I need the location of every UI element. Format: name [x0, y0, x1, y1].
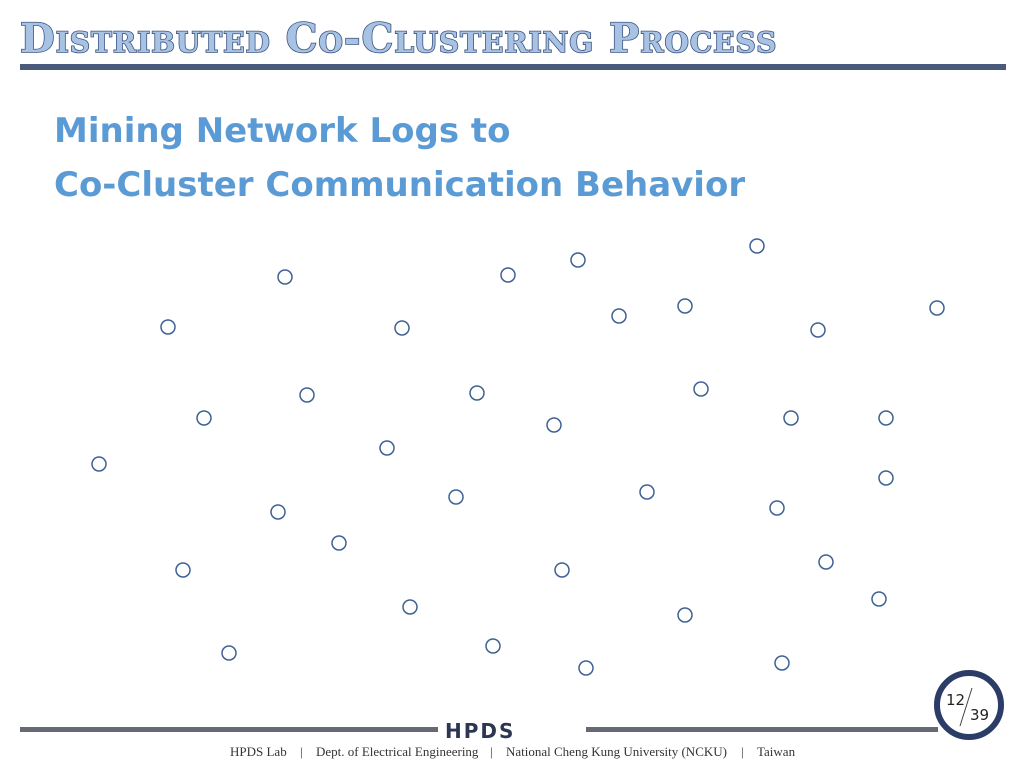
slide-title: Distributed Co-Clustering Process [20, 15, 777, 62]
node [783, 410, 799, 426]
node [878, 470, 894, 486]
node [878, 410, 894, 426]
node [299, 387, 315, 403]
page-badge [934, 670, 1004, 740]
node [402, 599, 418, 615]
node [448, 489, 464, 505]
node [160, 319, 176, 335]
node [270, 504, 286, 520]
node [331, 535, 347, 551]
node [677, 298, 693, 314]
footer-sep: | [741, 744, 744, 759]
footer-item: National Cheng Kung University (NCKU) [506, 744, 727, 759]
node [469, 385, 485, 401]
node [196, 410, 212, 426]
node [570, 252, 586, 268]
logo: HPDS [445, 719, 515, 743]
node [500, 267, 516, 283]
node [810, 322, 826, 338]
node [749, 238, 765, 254]
node [774, 655, 790, 671]
node [639, 484, 655, 500]
subtitle-line: Mining Network Logs to [54, 111, 511, 151]
footer-item: Dept. of Electrical Engineering [316, 744, 479, 759]
title-rule [20, 64, 1006, 70]
node [277, 269, 293, 285]
subtitle-line: Co-Cluster Communication Behavior [54, 165, 745, 205]
node [611, 308, 627, 324]
footer-item: Taiwan [757, 744, 796, 759]
node [818, 554, 834, 570]
footer-item: HPDS Lab [230, 744, 287, 759]
node [379, 440, 395, 456]
footer-rule [586, 727, 938, 732]
node [871, 591, 887, 607]
node [769, 500, 785, 516]
node [929, 300, 945, 316]
page-current: 12 [946, 691, 965, 709]
node [485, 638, 501, 654]
node [394, 320, 410, 336]
footer-rule [20, 727, 438, 732]
page-slash [959, 687, 973, 727]
node [554, 562, 570, 578]
page-total: 39 [970, 706, 989, 724]
footer-sep: | [300, 744, 303, 759]
node-field [91, 238, 945, 676]
node [221, 645, 237, 661]
node [693, 381, 709, 397]
node [175, 562, 191, 578]
footer-sep: | [490, 744, 493, 759]
node [677, 607, 693, 623]
node [91, 456, 107, 472]
node [546, 417, 562, 433]
node [578, 660, 594, 676]
